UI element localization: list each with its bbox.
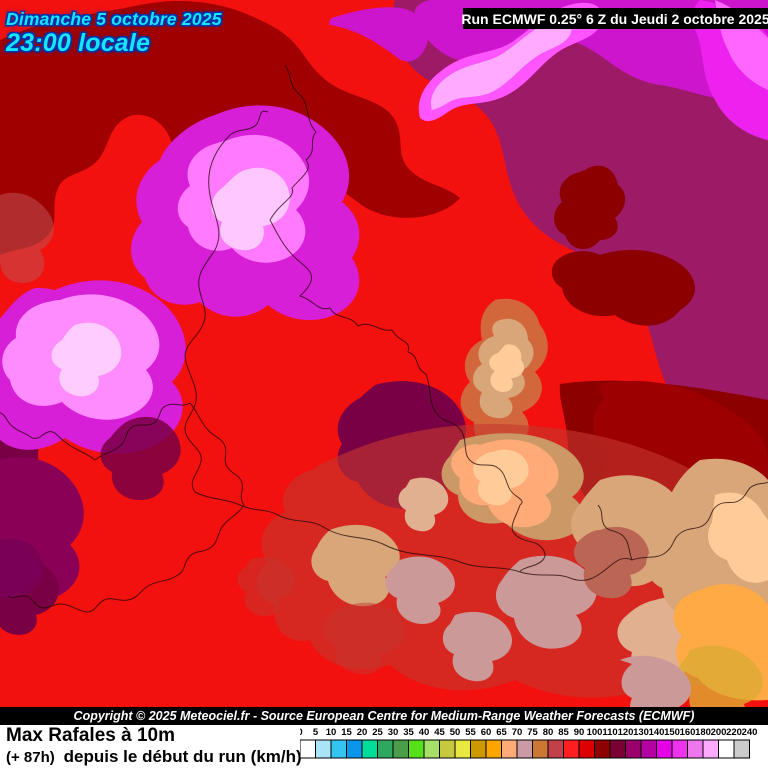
svg-text:0: 0 [300, 727, 303, 738]
svg-text:150: 150 [664, 727, 680, 738]
svg-text:100: 100 [587, 727, 603, 738]
svg-text:55: 55 [465, 727, 476, 738]
svg-text:180: 180 [695, 727, 711, 738]
svg-text:110: 110 [602, 727, 617, 738]
svg-text:5: 5 [313, 727, 319, 738]
svg-text:75: 75 [527, 727, 538, 738]
svg-text:10: 10 [326, 727, 337, 738]
svg-text:85: 85 [558, 727, 569, 738]
svg-text:25: 25 [372, 727, 383, 738]
svg-text:160: 160 [680, 727, 696, 738]
svg-text:20: 20 [357, 727, 368, 738]
svg-text:65: 65 [496, 727, 507, 738]
svg-text:40: 40 [419, 727, 430, 738]
svg-text:130: 130 [633, 727, 649, 738]
svg-text:60: 60 [481, 727, 492, 738]
svg-text:30: 30 [388, 727, 399, 738]
svg-text:70: 70 [512, 727, 523, 738]
svg-text:120: 120 [618, 727, 634, 738]
svg-text:15: 15 [341, 727, 352, 738]
svg-text:80: 80 [543, 727, 554, 738]
svg-text:35: 35 [403, 727, 414, 738]
svg-text:220: 220 [726, 727, 742, 738]
svg-text:45: 45 [434, 727, 445, 738]
svg-text:50: 50 [450, 727, 461, 738]
svg-text:90: 90 [574, 727, 585, 738]
svg-text:200: 200 [711, 727, 727, 738]
svg-text:140: 140 [649, 727, 665, 738]
svg-text:240: 240 [742, 727, 758, 738]
